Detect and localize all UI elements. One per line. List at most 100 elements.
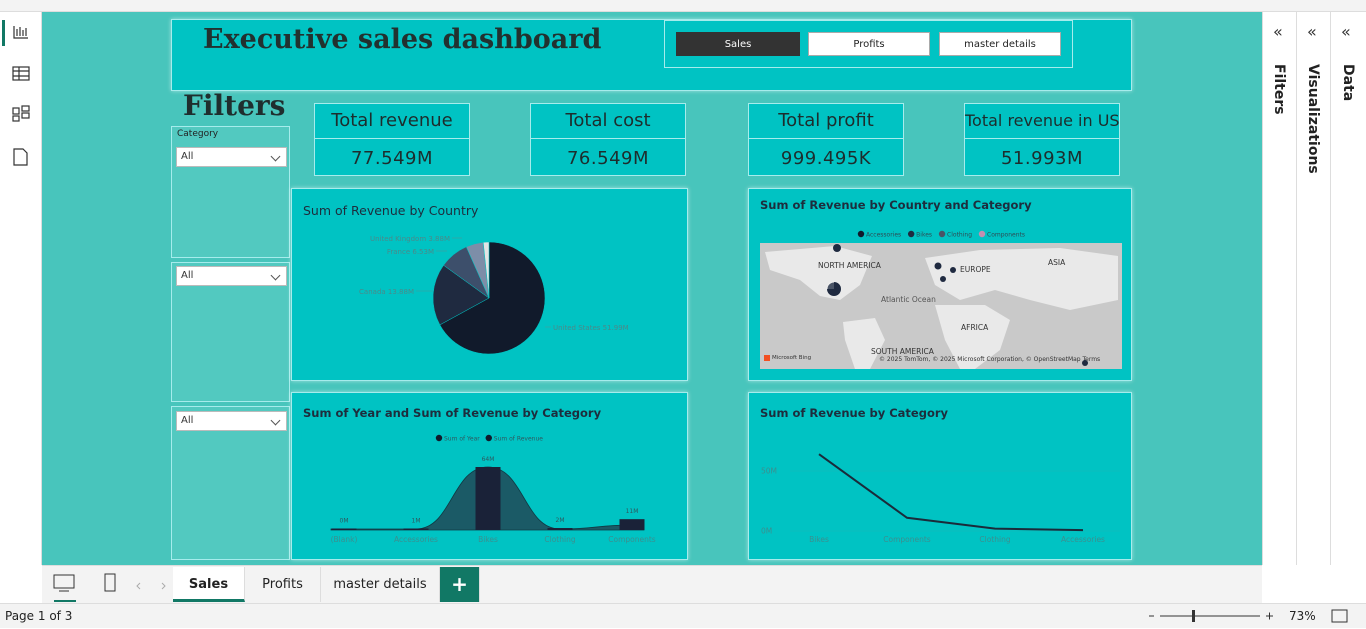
legend-marker	[907, 230, 915, 238]
report-view-icon[interactable]	[13, 26, 28, 39]
map-bubbles	[826, 244, 1088, 366]
model-view-icon[interactable]	[12, 107, 20, 115]
bar	[403, 528, 429, 530]
ribbon	[0, 0, 1366, 12]
bar	[547, 528, 573, 530]
kpi-card: Total revenue 77.549M	[314, 103, 470, 176]
kpi-label: Total revenue	[315, 104, 469, 139]
map-label: AFRICA	[961, 323, 989, 332]
slicer-value: All	[181, 270, 194, 281]
slicer-dropdown[interactable]: All	[176, 147, 287, 167]
data-label: United States 51.99M	[553, 324, 629, 332]
data-label: 64M	[482, 456, 495, 463]
tab-bar	[42, 565, 1262, 603]
kpi-label: Total cost	[531, 104, 685, 139]
legend-marker	[485, 434, 492, 442]
bar	[475, 467, 501, 530]
table-view-icon[interactable]	[12, 66, 30, 81]
slicer: Category All	[171, 126, 290, 258]
kpi-card: Total cost 76.549M	[530, 103, 686, 176]
view-icons	[2, 20, 30, 166]
data-label: United Kingdom 3.88M	[370, 235, 450, 243]
x-tick-label: Clothing	[979, 535, 1010, 544]
zoom-slider[interactable]	[1146, 604, 1276, 629]
pie-slice	[439, 241, 546, 355]
map-label: Atlantic Ocean	[881, 295, 936, 304]
add-page-button[interactable]: +	[440, 567, 480, 602]
line	[818, 453, 1084, 532]
filters-pane[interactable]: « Filters	[1262, 12, 1296, 565]
x-tick-label: Components	[883, 535, 931, 544]
chart-title: Sum of Revenue by Country	[303, 203, 479, 218]
x-tick-label: Components	[608, 535, 656, 544]
kpi-card: Total revenue in US 51.993M	[964, 103, 1120, 176]
status-bar: Page 1 of 3 73%	[0, 603, 1366, 628]
header-card: Executive sales dashboard Sales Profits …	[171, 19, 1132, 91]
mobile-icon[interactable]	[104, 573, 116, 592]
data-label: 2M	[556, 517, 565, 524]
legend-marker	[978, 230, 986, 238]
slicer-value: All	[181, 151, 194, 162]
data-label: 1M	[412, 518, 421, 525]
kpi-label: Total revenue in US	[965, 104, 1120, 139]
nav-button[interactable]: Sales	[676, 32, 800, 56]
x-tick-label: (Blank)	[331, 535, 358, 544]
map-label: EUROPE	[960, 265, 991, 274]
page-navigator: Sales Profits master details	[664, 20, 1073, 68]
chart-title: Sum of Year and Sum of Revenue by Catego…	[303, 406, 602, 420]
legend-marker	[938, 230, 946, 238]
desktop-icon[interactable]	[53, 574, 75, 589]
pane-title: Data	[1340, 64, 1356, 102]
fit-page-icon[interactable]	[1330, 608, 1350, 624]
slicer: All	[171, 406, 290, 560]
legend-label: Accessories	[866, 232, 901, 239]
map-label: NORTH AMERICA	[818, 261, 882, 270]
page-tab[interactable]: master details	[321, 567, 440, 602]
y-tick-label: 0M	[761, 527, 772, 536]
collapse-icon[interactable]: «	[1307, 22, 1317, 41]
slicer-dropdown[interactable]: All	[176, 411, 287, 431]
data-pane[interactable]: « Data	[1330, 12, 1366, 565]
data-label: France 6.53M	[387, 248, 434, 256]
nav-button[interactable]: master details	[939, 32, 1061, 56]
bar	[331, 528, 357, 530]
page-tab[interactable]: Profits	[245, 567, 321, 602]
map-label: SOUTH AMERICA	[871, 347, 935, 356]
kpi-value: 51.993M	[1000, 148, 1083, 169]
x-tick-label: Accessories	[1061, 535, 1105, 544]
table-grid	[13, 67, 29, 80]
pie-slice	[482, 241, 490, 299]
data-label: 11M	[626, 508, 639, 515]
map-attribution: © 2025 TomTom, © 2025 Microsoft Corporat…	[879, 356, 1100, 363]
x-tick-label: Accessories	[394, 535, 438, 544]
dax-view-icon[interactable]	[13, 148, 28, 166]
y-tick-label: 50M	[761, 467, 777, 476]
legend-label: Clothing	[947, 232, 972, 239]
nav-button[interactable]: Profits	[808, 32, 930, 56]
legend-label: Bikes	[916, 232, 932, 239]
visualizations-pane[interactable]: « Visualizations	[1296, 12, 1330, 565]
map-label: ASIA	[1048, 258, 1066, 267]
data-label: 0M	[340, 518, 349, 525]
legend-marker	[435, 434, 443, 442]
chart-title: Sum of Revenue by Category	[760, 406, 949, 420]
collapse-icon[interactable]: «	[1273, 22, 1283, 41]
legend-label: Sum of Revenue	[494, 436, 543, 443]
kpi-card: Total profit 999.495K	[748, 103, 904, 176]
view-rail	[0, 12, 42, 565]
slicer-value: All	[181, 415, 194, 426]
map-logo: Microsoft Bing	[772, 355, 811, 361]
page-tab[interactable]: Sales	[173, 567, 245, 602]
x-tick-label: Bikes	[478, 535, 498, 544]
slicer: All	[171, 262, 290, 402]
legend-label: Sum of Year	[444, 436, 480, 443]
legend-marker	[857, 230, 865, 238]
slicer-dropdown[interactable]: All	[176, 266, 287, 286]
collapse-icon[interactable]: «	[1341, 22, 1351, 41]
layout-icons	[53, 573, 166, 602]
legend-label: Components	[987, 232, 1025, 239]
kpi-value: 77.549M	[350, 148, 433, 169]
landmass	[765, 246, 1118, 369]
